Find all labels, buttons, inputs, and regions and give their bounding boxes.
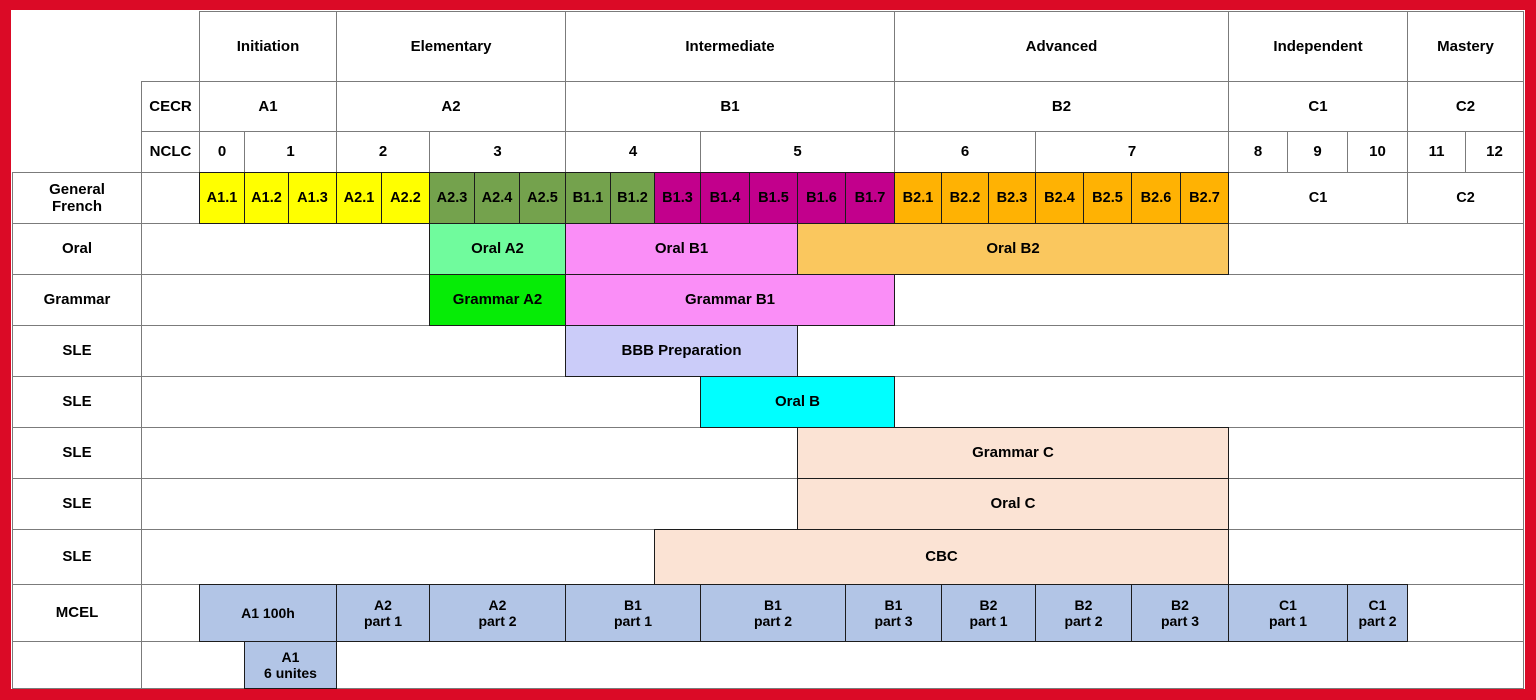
row-head-general-french: General French xyxy=(12,172,142,224)
general-french-cell-c2: C2 xyxy=(1407,172,1524,224)
mcel-cell-b2-part-1: B2 part 1 xyxy=(941,584,1036,642)
mcel-cell-b1-part-2: B1 part 2 xyxy=(700,584,846,642)
general-french-cell-b1-7: B1.7 xyxy=(845,172,895,224)
stage-cell-initiation: Initiation xyxy=(199,11,337,82)
nclc-cell-5: 5 xyxy=(700,131,895,173)
mcel-cell-a1-100h: A1 100h xyxy=(199,584,337,642)
row-head-oral: Oral xyxy=(12,223,142,275)
mcel-cell-c1-part-2: C1 part 2 xyxy=(1347,584,1408,642)
stage-cell-elementary: Elementary xyxy=(336,11,566,82)
empty-cell-bottom xyxy=(336,641,1524,689)
sle-oral-c-cell-oral-c: Oral C xyxy=(797,478,1229,530)
general-french-cell-a1-1: A1.1 xyxy=(199,172,245,224)
general-french-cell-b1-4: B1.4 xyxy=(700,172,750,224)
nclc-cell-4: 4 xyxy=(565,131,701,173)
cecr-cell-a2: A2 xyxy=(336,81,566,132)
bottom-cell-a1-6-unites: A1 6 unites xyxy=(244,641,337,689)
cecr-cell-a1: A1 xyxy=(199,81,337,132)
oral-cell-oral-b2: Oral B2 xyxy=(797,223,1229,275)
general-french-cell-a2-1: A2.1 xyxy=(336,172,382,224)
general-french-cell-a2-2: A2.2 xyxy=(381,172,430,224)
nclc-cell-10: 10 xyxy=(1347,131,1408,173)
general-french-cell-b2-5: B2.5 xyxy=(1083,172,1132,224)
mcel-cell-b1-part-3: B1 part 3 xyxy=(845,584,942,642)
empty-cell-sle-bbb xyxy=(141,325,1524,377)
nclc-cell-6: 6 xyxy=(894,131,1036,173)
nclc-cell-8: 8 xyxy=(1228,131,1288,173)
empty-cell-general-french xyxy=(141,172,200,224)
nclc-row-label: NCLC xyxy=(141,131,200,173)
general-french-cell-b1-1: B1.1 xyxy=(565,172,611,224)
grammar-cell-grammar-a2: Grammar A2 xyxy=(429,274,566,326)
general-french-cell-b2-7: B2.7 xyxy=(1180,172,1229,224)
general-french-cell-a2-3: A2.3 xyxy=(429,172,475,224)
general-french-cell-a2-5: A2.5 xyxy=(519,172,566,224)
general-french-cell-a1-3: A1.3 xyxy=(288,172,337,224)
empty-cell-mcel xyxy=(1407,584,1524,642)
general-french-cell-b2-6: B2.6 xyxy=(1131,172,1181,224)
cecr-cell-b2: B2 xyxy=(894,81,1229,132)
row-head-mcel: MCEL xyxy=(12,584,142,642)
mcel-cell-b2-part-2: B2 part 2 xyxy=(1035,584,1132,642)
cecr-row-label: CECR xyxy=(141,81,200,132)
cecr-cell-b1: B1 xyxy=(565,81,895,132)
row-head-grammar: Grammar xyxy=(12,274,142,326)
empty-cell-bottom xyxy=(141,641,245,689)
row-head-sle: SLE xyxy=(12,376,142,428)
general-french-cell-b1-3: B1.3 xyxy=(654,172,701,224)
row-head-sle: SLE xyxy=(12,529,142,585)
oral-cell-oral-b1: Oral B1 xyxy=(565,223,798,275)
general-french-cell-a1-2: A1.2 xyxy=(244,172,289,224)
cecr-cell-c2: C2 xyxy=(1407,81,1524,132)
general-french-cell-a2-4: A2.4 xyxy=(474,172,520,224)
nclc-cell-9: 9 xyxy=(1287,131,1348,173)
sle-grammar-c-cell-grammar-c: Grammar C xyxy=(797,427,1229,479)
cecr-cell-c1: C1 xyxy=(1228,81,1408,132)
stage-cell-advanced: Advanced xyxy=(894,11,1229,82)
nclc-cell-1: 1 xyxy=(244,131,337,173)
general-french-cell-b2-1: B2.1 xyxy=(894,172,942,224)
stage-cell-independent: Independent xyxy=(1228,11,1408,82)
mcel-cell-a2-part-2: A2 part 2 xyxy=(429,584,566,642)
row-head-sle: SLE xyxy=(12,478,142,530)
general-french-cell-c1: C1 xyxy=(1228,172,1408,224)
mcel-cell-b1-part-1: B1 part 1 xyxy=(565,584,701,642)
mcel-cell-a2-part-1: A2 part 1 xyxy=(336,584,430,642)
stage-cell-intermediate: Intermediate xyxy=(565,11,895,82)
row-head-sle: SLE xyxy=(12,427,142,479)
mcel-cell-c1-part-1: C1 part 1 xyxy=(1228,584,1348,642)
general-french-cell-b1-2: B1.2 xyxy=(610,172,655,224)
nclc-cell-11: 11 xyxy=(1407,131,1466,173)
general-french-cell-b2-4: B2.4 xyxy=(1035,172,1084,224)
stage-cell-mastery: Mastery xyxy=(1407,11,1524,82)
general-french-cell-b2-2: B2.2 xyxy=(941,172,989,224)
grammar-cell-grammar-b1: Grammar B1 xyxy=(565,274,895,326)
mcel-cell-b2-part-3: B2 part 3 xyxy=(1131,584,1229,642)
nclc-cell-7: 7 xyxy=(1035,131,1229,173)
row-head-bottom xyxy=(12,641,142,689)
general-french-cell-b2-3: B2.3 xyxy=(988,172,1036,224)
nclc-cell-12: 12 xyxy=(1465,131,1524,173)
nclc-cell-3: 3 xyxy=(429,131,566,173)
nclc-cell-2: 2 xyxy=(336,131,430,173)
sle-cbc-cell-cbc: CBC xyxy=(654,529,1229,585)
sle-oral-b-cell-oral-b: Oral B xyxy=(700,376,895,428)
row-head-sle: SLE xyxy=(12,325,142,377)
general-french-cell-b1-6: B1.6 xyxy=(797,172,846,224)
nclc-cell-0: 0 xyxy=(199,131,245,173)
oral-cell-oral-a2: Oral A2 xyxy=(429,223,566,275)
empty-cell-mcel xyxy=(141,584,200,642)
general-french-cell-b1-5: B1.5 xyxy=(749,172,798,224)
sle-bbb-cell-bbb-preparation: BBB Preparation xyxy=(565,325,798,377)
